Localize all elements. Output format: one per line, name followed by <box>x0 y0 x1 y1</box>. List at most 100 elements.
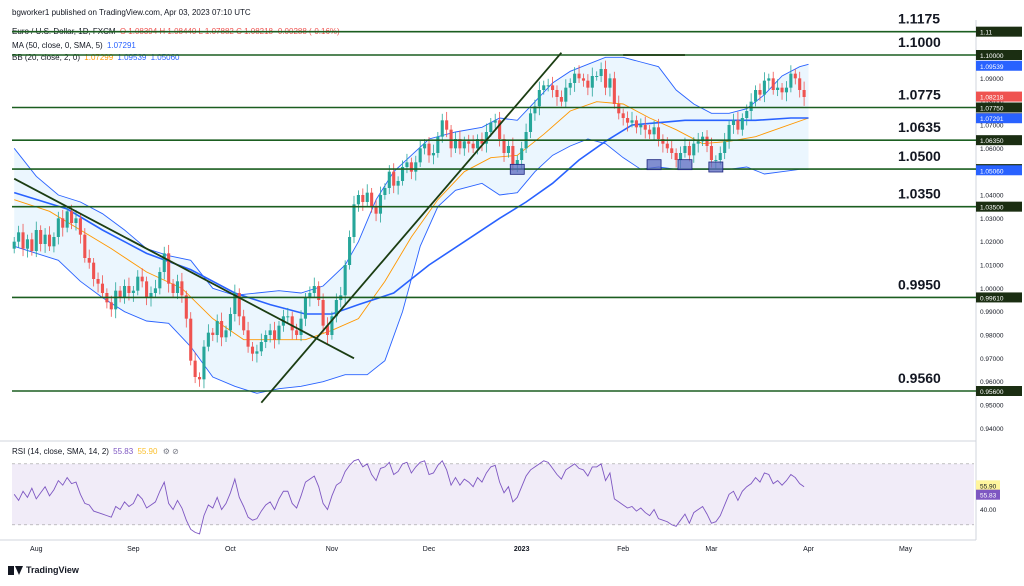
level-label: 0.9560 <box>898 370 941 386</box>
candle <box>740 113 744 136</box>
candle-body <box>771 78 775 90</box>
bb-legend-label: BB (20, close, 2, 0) <box>12 53 81 62</box>
rsi-ma-tag-text: 55.90 <box>980 483 997 490</box>
candle-body <box>431 153 435 156</box>
bb-lower-value: 1.05060 <box>150 53 180 62</box>
candle-body <box>277 325 281 340</box>
candle-body <box>299 318 303 335</box>
time-axis-label: Oct <box>225 546 236 553</box>
candle <box>34 221 38 258</box>
candle-body <box>793 73 797 79</box>
candle-body <box>290 316 294 331</box>
candle-body <box>220 321 224 338</box>
candle <box>370 188 374 213</box>
candle <box>83 228 87 263</box>
candle-body <box>559 97 563 102</box>
candle-body <box>92 262 96 279</box>
candle <box>723 132 727 160</box>
time-axis-label: May <box>899 546 913 553</box>
price-tick-label: 1.09000 <box>980 76 1004 83</box>
support-box <box>708 161 724 173</box>
candle <box>731 113 736 134</box>
candle-body <box>136 276 140 291</box>
candle-body <box>555 90 559 97</box>
candle <box>356 190 360 212</box>
candle <box>564 79 568 108</box>
candle-body <box>171 283 175 293</box>
candle-body <box>709 146 713 160</box>
candle-body <box>78 218 82 235</box>
candle <box>317 281 321 307</box>
candle-body <box>405 162 409 167</box>
support-box <box>509 163 525 175</box>
candle-body <box>533 106 537 114</box>
level-tag-text: 1.03500 <box>980 205 1004 212</box>
bb-basis-value: 1.07299 <box>84 53 114 62</box>
trendline <box>260 52 563 404</box>
candle-body <box>595 76 599 77</box>
candle <box>392 163 396 194</box>
settings-icon[interactable]: ⚙ ⊘ <box>162 447 179 456</box>
trendline <box>13 177 355 360</box>
rsi-legend[interactable]: RSI (14, close, SMA, 14, 2) 55.83 55.90 … <box>12 447 179 456</box>
candle-body <box>206 332 210 347</box>
candle-body <box>343 265 347 296</box>
price-tag <box>976 91 1022 102</box>
candle <box>414 155 418 181</box>
candle <box>246 321 250 353</box>
candle <box>378 186 383 223</box>
candle <box>12 237 16 254</box>
candle-body <box>70 211 74 223</box>
candle-body <box>25 239 29 249</box>
candle <box>427 137 431 163</box>
candle-body <box>250 346 255 354</box>
candle-body <box>365 192 369 202</box>
candle <box>312 277 316 298</box>
bb-upper-value: 1.09539 <box>117 53 147 62</box>
candle-body <box>537 90 541 107</box>
candle <box>348 230 352 270</box>
candle <box>546 78 550 92</box>
tradingview-brand[interactable]: TradingView <box>8 565 79 575</box>
candle <box>52 232 56 253</box>
candle <box>396 176 400 195</box>
ma-legend[interactable]: MA (50, close, 0, SMA, 5) 1.07291 <box>12 41 136 50</box>
candle-body <box>506 146 510 153</box>
candle <box>674 148 678 168</box>
candle-body <box>762 80 766 95</box>
level-tag <box>976 26 1022 37</box>
candle-body <box>489 122 493 132</box>
bb-legend[interactable]: BB (20, close, 2, 0) 1.07299 1.09539 1.0… <box>12 53 180 62</box>
candle <box>206 324 210 352</box>
candle-body <box>427 143 431 156</box>
rsi-value-tag-text: 55.83 <box>980 493 997 500</box>
candle-body <box>754 90 758 102</box>
candle <box>78 213 82 244</box>
candle-body <box>83 234 87 258</box>
candle-body <box>467 141 471 144</box>
candle <box>776 79 780 97</box>
candle-body <box>374 206 378 214</box>
candle-body <box>56 218 60 237</box>
level-tag-text: 1.07750 <box>980 106 1004 113</box>
candle-body <box>17 232 21 242</box>
candle-body <box>798 78 802 90</box>
candle-body <box>184 295 188 319</box>
candle <box>30 232 34 256</box>
candle-body <box>626 118 630 123</box>
candle <box>595 71 599 81</box>
candle-body <box>228 314 232 331</box>
candle <box>149 286 153 307</box>
candle <box>237 288 241 326</box>
candle <box>268 323 272 343</box>
candle <box>789 65 793 93</box>
candle <box>762 72 766 103</box>
candle <box>167 244 171 293</box>
candle-body <box>202 346 206 380</box>
candle <box>158 267 162 295</box>
candle <box>502 134 506 162</box>
candle-body <box>643 125 647 130</box>
candle <box>767 73 771 90</box>
candle-body <box>661 139 665 144</box>
